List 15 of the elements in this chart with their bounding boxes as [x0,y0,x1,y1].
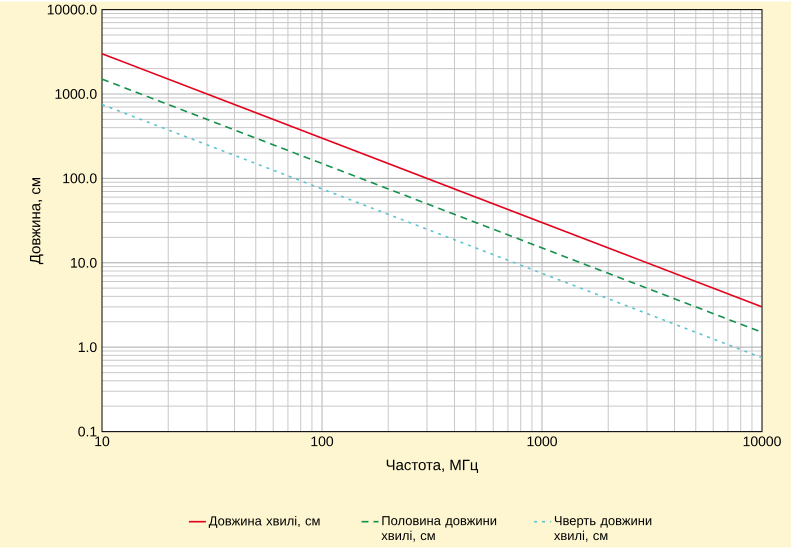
x-tick-label: 10000 [744,436,781,447]
y-tick-label: 1.0 [78,342,97,352]
x-tick-label: 1000 [528,436,557,447]
legend-label: Чверть довжини хвилі, см [554,516,652,542]
y-axis-title: Довжина, см [30,178,44,264]
y-tick-label: 10.0 [71,258,97,268]
legend-label: Довжина хвилі, см [208,516,320,528]
legend-label: Половина довжини хвилі, см [381,516,496,542]
x-axis-title: Частота, МГц [386,460,478,474]
y-tick-label: 1000.0 [56,89,97,100]
y-tick-label: 100.0 [63,174,97,184]
x-tick-label: 100 [311,436,334,447]
x-tick-label: 10 [95,436,110,447]
y-tick-label: 10000.0 [48,4,97,15]
y-tick-label: 0.1 [78,426,96,437]
